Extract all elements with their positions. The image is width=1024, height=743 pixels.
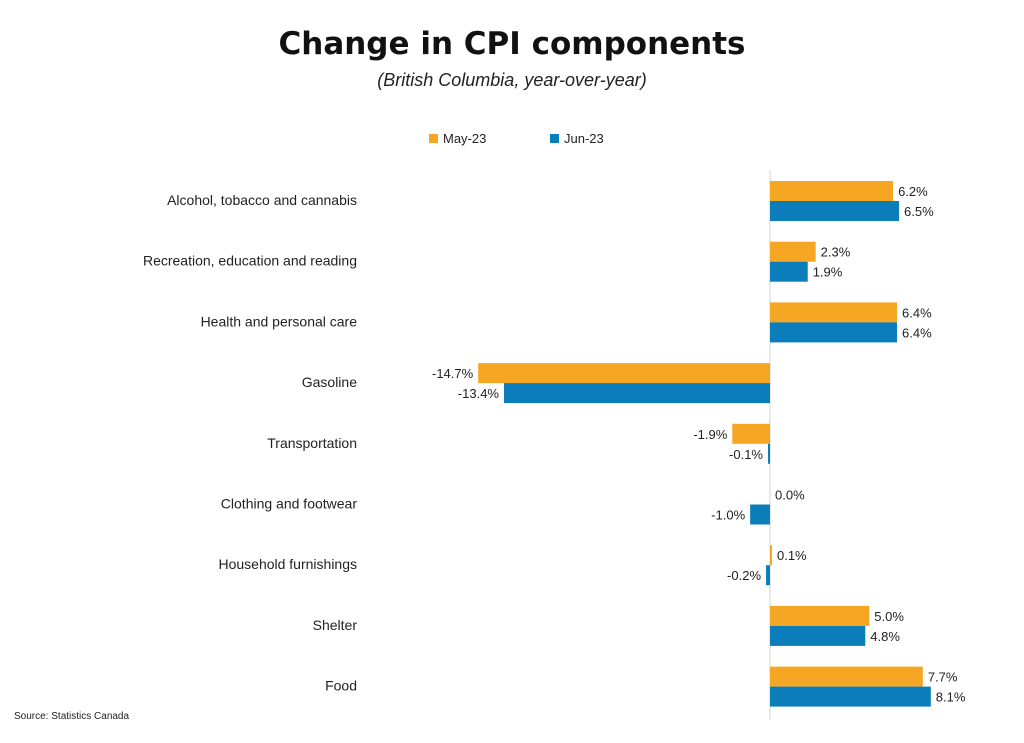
value-label-jun23-household-furnishings: -0.2% [727,568,761,583]
bar-jun23-household-furnishings [766,565,770,586]
value-label-may23-transportation: -1.9% [693,427,727,442]
bar-may23-alcohol-tobacco-and-cannabis [770,181,894,201]
category-label-alcohol-tobacco-and-cannabis: Alcohol, tobacco and cannabis [167,192,357,208]
legend-item-jun: Jun-23 [550,130,604,146]
value-label-may23-health-and-personal-care: 6.4% [902,305,932,320]
value-label-may23-food: 7.7% [928,670,958,685]
category-label-gasoline: Gasoline [302,374,357,390]
category-label-health-and-personal-care: Health and personal care [201,313,358,329]
value-label-may23-alcohol-tobacco-and-cannabis: 6.2% [898,184,928,199]
value-label-jun23-clothing-and-footwear: -1.0% [711,508,745,523]
value-label-jun23-transportation: -0.1% [729,447,763,462]
value-label-jun23-shelter: 4.8% [870,629,900,644]
legend-label-may: May-23 [443,130,487,146]
bar-jun23-alcohol-tobacco-and-cannabis [770,201,900,221]
chart-subtitle: (British Columbia, year-over-year) [377,70,647,90]
bar-jun23-shelter [770,625,866,646]
legend-label-jun: Jun-23 [564,130,604,146]
bar-jun23-gasoline [504,383,770,404]
value-label-jun23-gasoline: -13.4% [458,386,500,401]
source-note: Source: Statistics Canada [14,711,130,722]
value-label-jun23-food: 8.1% [936,690,966,705]
bar-jun23-food [770,686,931,707]
legend-swatch-may [429,133,438,143]
bar-may23-recreation-education-and-reading [770,241,816,262]
bar-jun23-transportation [768,443,770,464]
category-label-household-furnishings: Household furnishings [218,556,357,572]
bar-jun23-recreation-education-and-reading [770,261,808,282]
category-label-shelter: Shelter [313,617,358,633]
value-label-jun23-alcohol-tobacco-and-cannabis: 6.5% [904,204,934,219]
category-label-clothing-and-footwear: Clothing and footwear [221,496,358,512]
bar-jun23-clothing-and-footwear [750,504,770,525]
bar-may23-food [770,666,923,687]
legend-item-may: May-23 [429,130,486,146]
value-label-jun23-health-and-personal-care: 6.4% [902,325,932,340]
bar-may23-health-and-personal-care [770,302,898,323]
value-label-may23-clothing-and-footwear: 0.0% [775,488,805,503]
category-label-recreation-education-and-reading: Recreation, education and reading [143,253,357,269]
category-label-food: Food [325,678,357,694]
value-label-jun23-recreation-education-and-reading: 1.9% [813,265,843,280]
bar-may23-gasoline [478,363,770,384]
value-label-may23-shelter: 5.0% [874,609,904,624]
value-label-may23-household-furnishings: 0.1% [777,548,807,563]
bar-may23-shelter [770,605,870,626]
value-label-may23-gasoline: -14.7% [432,366,474,381]
chart-title: Change in CPI components [278,26,746,62]
category-label-transportation: Transportation [267,435,357,451]
bar-jun23-health-and-personal-care [770,322,898,343]
bar-may23-household-furnishings [770,545,772,566]
legend-swatch-jun [550,133,559,143]
bar-may23-transportation [732,423,770,444]
value-label-may23-recreation-education-and-reading: 2.3% [821,245,851,260]
